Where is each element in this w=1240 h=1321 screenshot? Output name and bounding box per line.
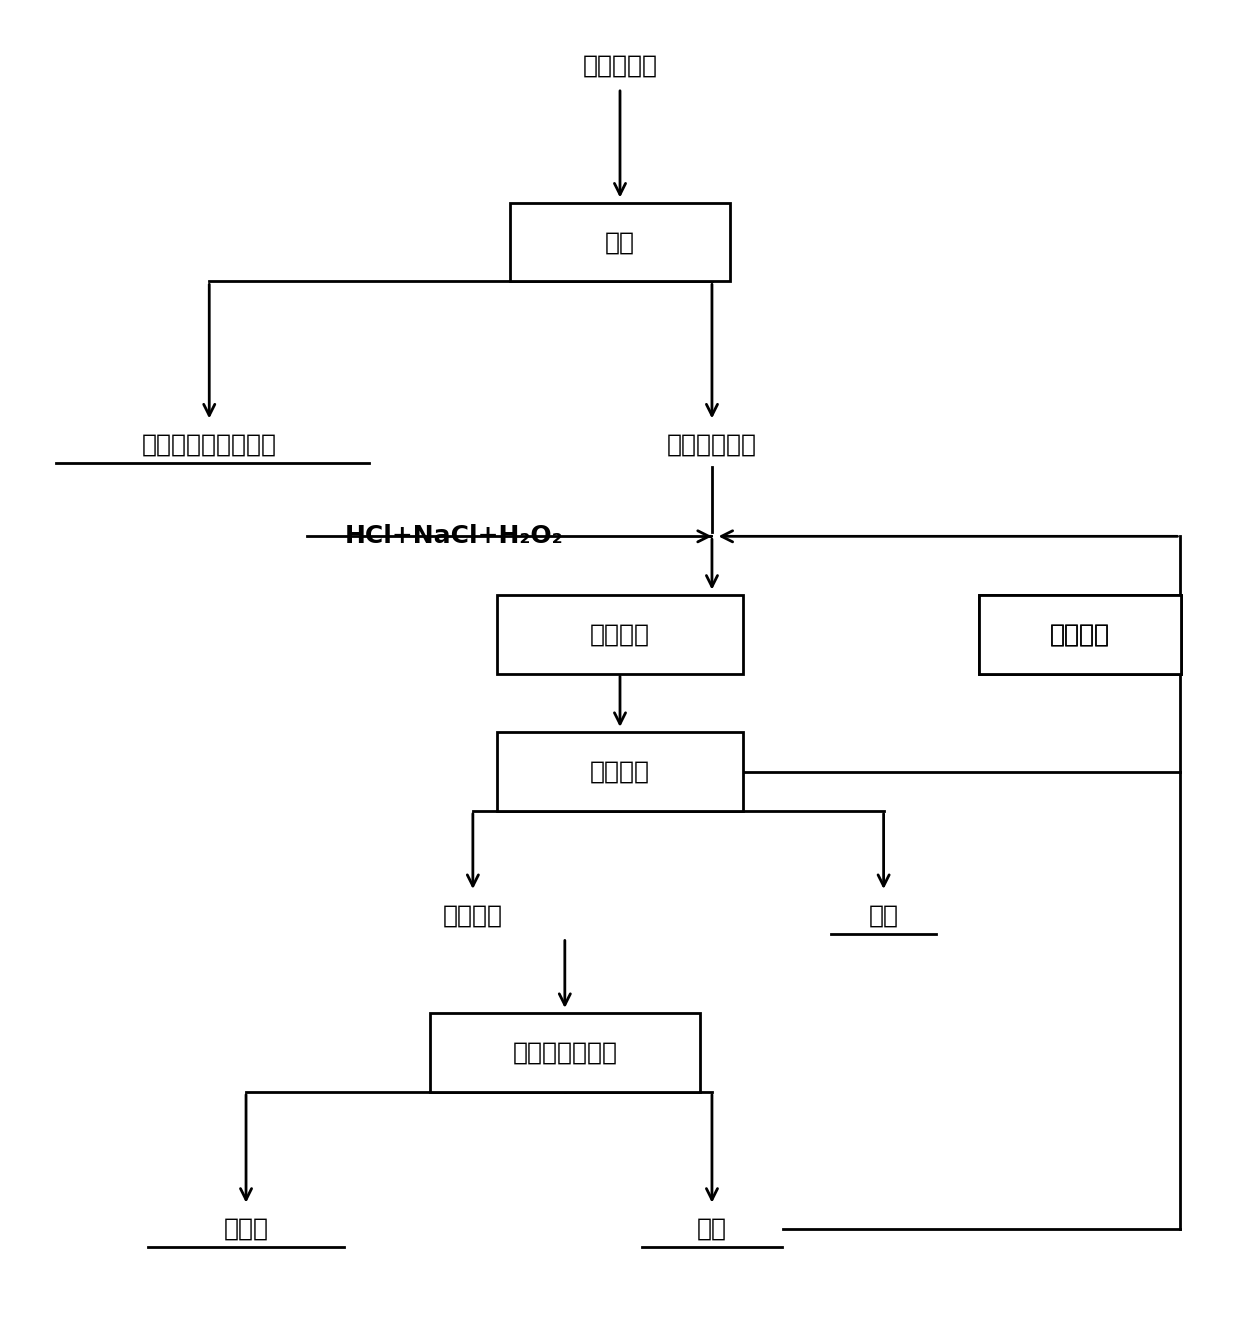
- Text: 有机物（包括蒑酰）: 有机物（包括蒑酰）: [141, 433, 277, 457]
- Text: HCl+NaCl+H₂O₂: HCl+NaCl+H₂O₂: [345, 524, 564, 548]
- FancyBboxPatch shape: [510, 203, 730, 281]
- Text: 甲酸还原、过滤: 甲酸还原、过滤: [512, 1041, 618, 1065]
- Text: 蒸馏: 蒸馏: [605, 230, 635, 254]
- Text: 固液分离: 固液分离: [590, 760, 650, 783]
- Text: 循环再用: 循环再用: [1050, 622, 1110, 646]
- Text: 氧化浸出: 氧化浸出: [590, 622, 650, 646]
- Text: 含钒溶液: 含钒溶液: [443, 904, 503, 927]
- Text: 处理后傅化剂: 处理后傅化剂: [667, 433, 756, 457]
- Text: 循环再用: 循环再用: [1050, 622, 1110, 646]
- FancyBboxPatch shape: [978, 596, 1180, 674]
- FancyBboxPatch shape: [430, 1013, 699, 1092]
- Text: 含钒傅化剂: 含钒傅化剂: [583, 54, 657, 78]
- Text: 尾液: 尾液: [697, 1217, 727, 1242]
- FancyBboxPatch shape: [497, 732, 743, 811]
- FancyBboxPatch shape: [978, 596, 1180, 674]
- FancyBboxPatch shape: [497, 596, 743, 674]
- Text: 滤渣: 滤渣: [868, 904, 899, 927]
- Text: 单质钒: 单质钒: [223, 1217, 269, 1242]
